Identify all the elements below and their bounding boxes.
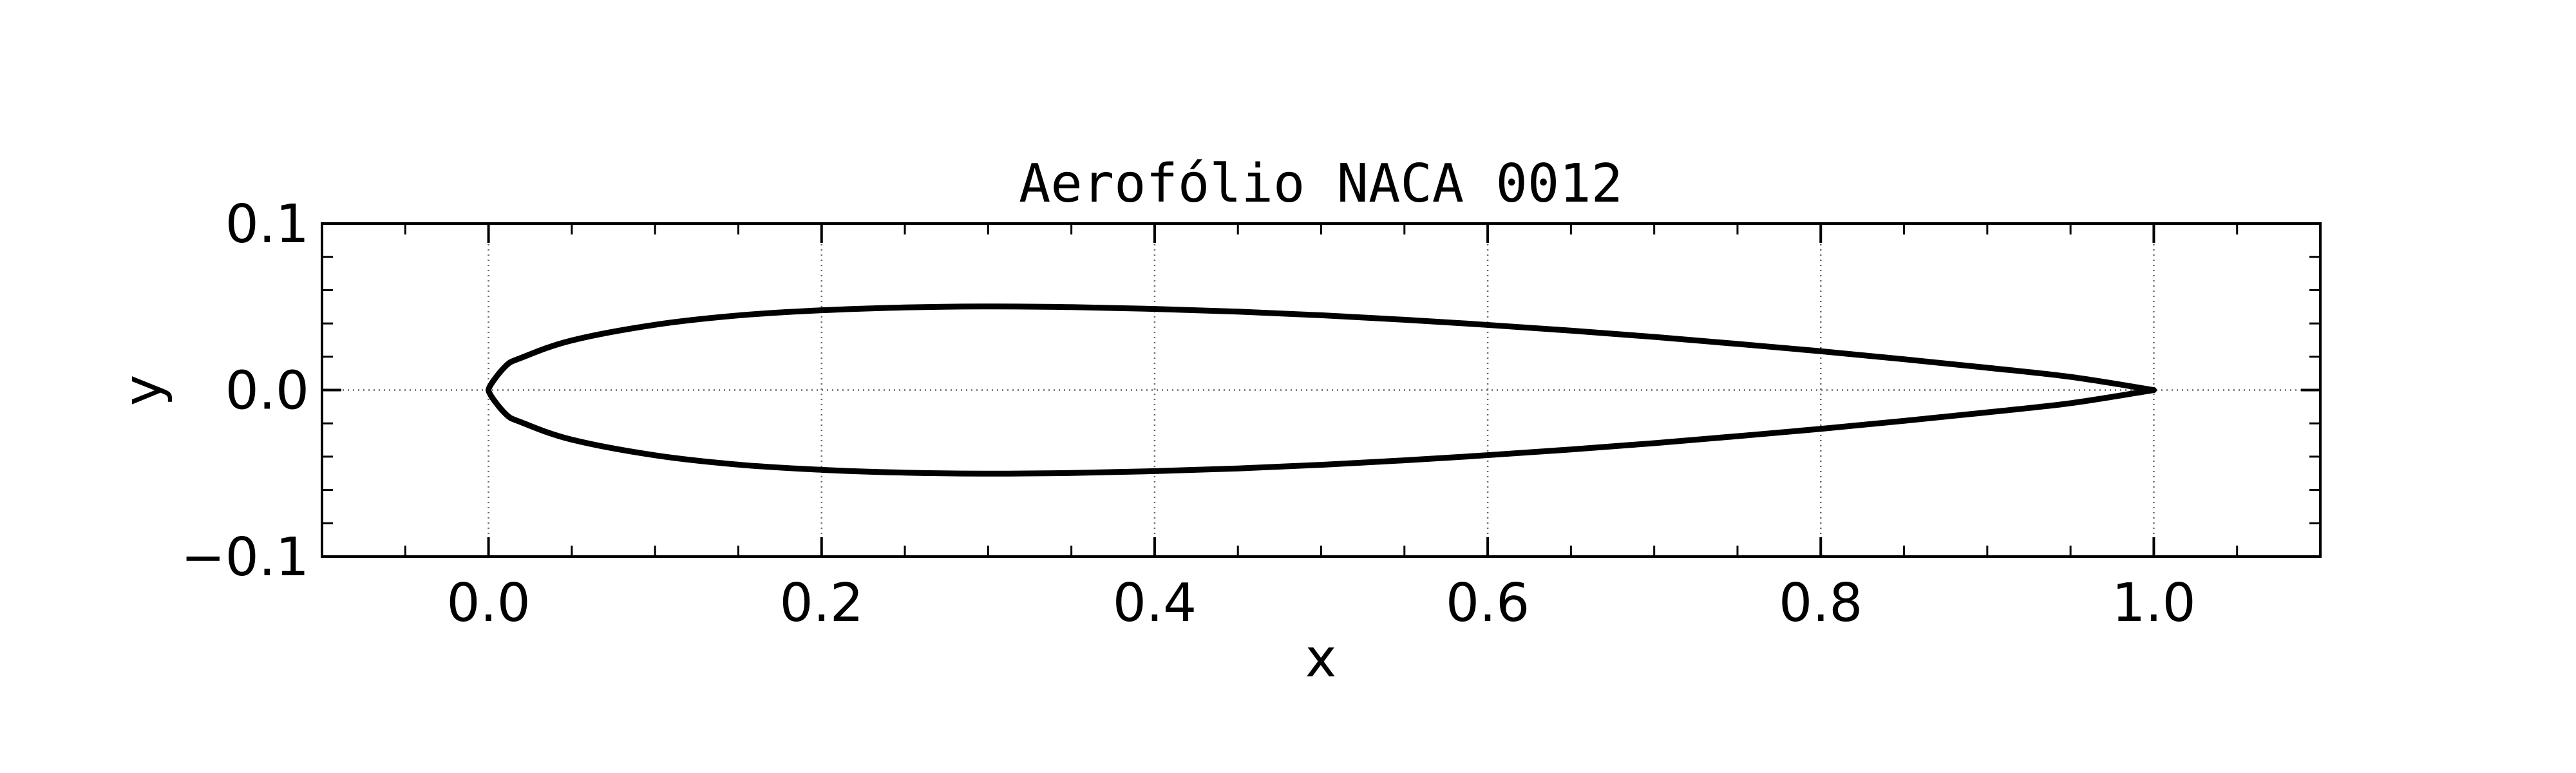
plot-frame bbox=[321, 222, 2322, 558]
x-tick-label: 0.8 bbox=[1779, 573, 1862, 634]
x-tick-label: 0.4 bbox=[1113, 573, 1197, 634]
y-axis-label: y bbox=[113, 375, 174, 406]
series-layer bbox=[486, 303, 2157, 477]
y-tick-label: −0.1 bbox=[181, 527, 309, 588]
y-tick-label: 0.0 bbox=[225, 361, 309, 422]
airfoil-upper-surface bbox=[486, 303, 2157, 393]
x-tick-label: 1.0 bbox=[2112, 573, 2195, 634]
airfoil-lower-surface bbox=[486, 387, 2157, 477]
grid-lines bbox=[322, 224, 2320, 557]
x-tick-label: 0.0 bbox=[446, 573, 530, 634]
chart-title: Aerofólio NACA 0012 bbox=[1019, 153, 1623, 215]
x-tick-label: 0.6 bbox=[1446, 573, 1530, 634]
y-tick-label: 0.1 bbox=[225, 194, 309, 255]
x-tick-label: 0.2 bbox=[780, 573, 864, 634]
tick-labels: 0.0 0.2 0.4 0.6 0.8 1.0 −0.1 0.0 0.1 bbox=[181, 194, 2196, 634]
x-axis-label: x bbox=[1305, 628, 1337, 689]
tick-marks bbox=[321, 222, 2322, 558]
